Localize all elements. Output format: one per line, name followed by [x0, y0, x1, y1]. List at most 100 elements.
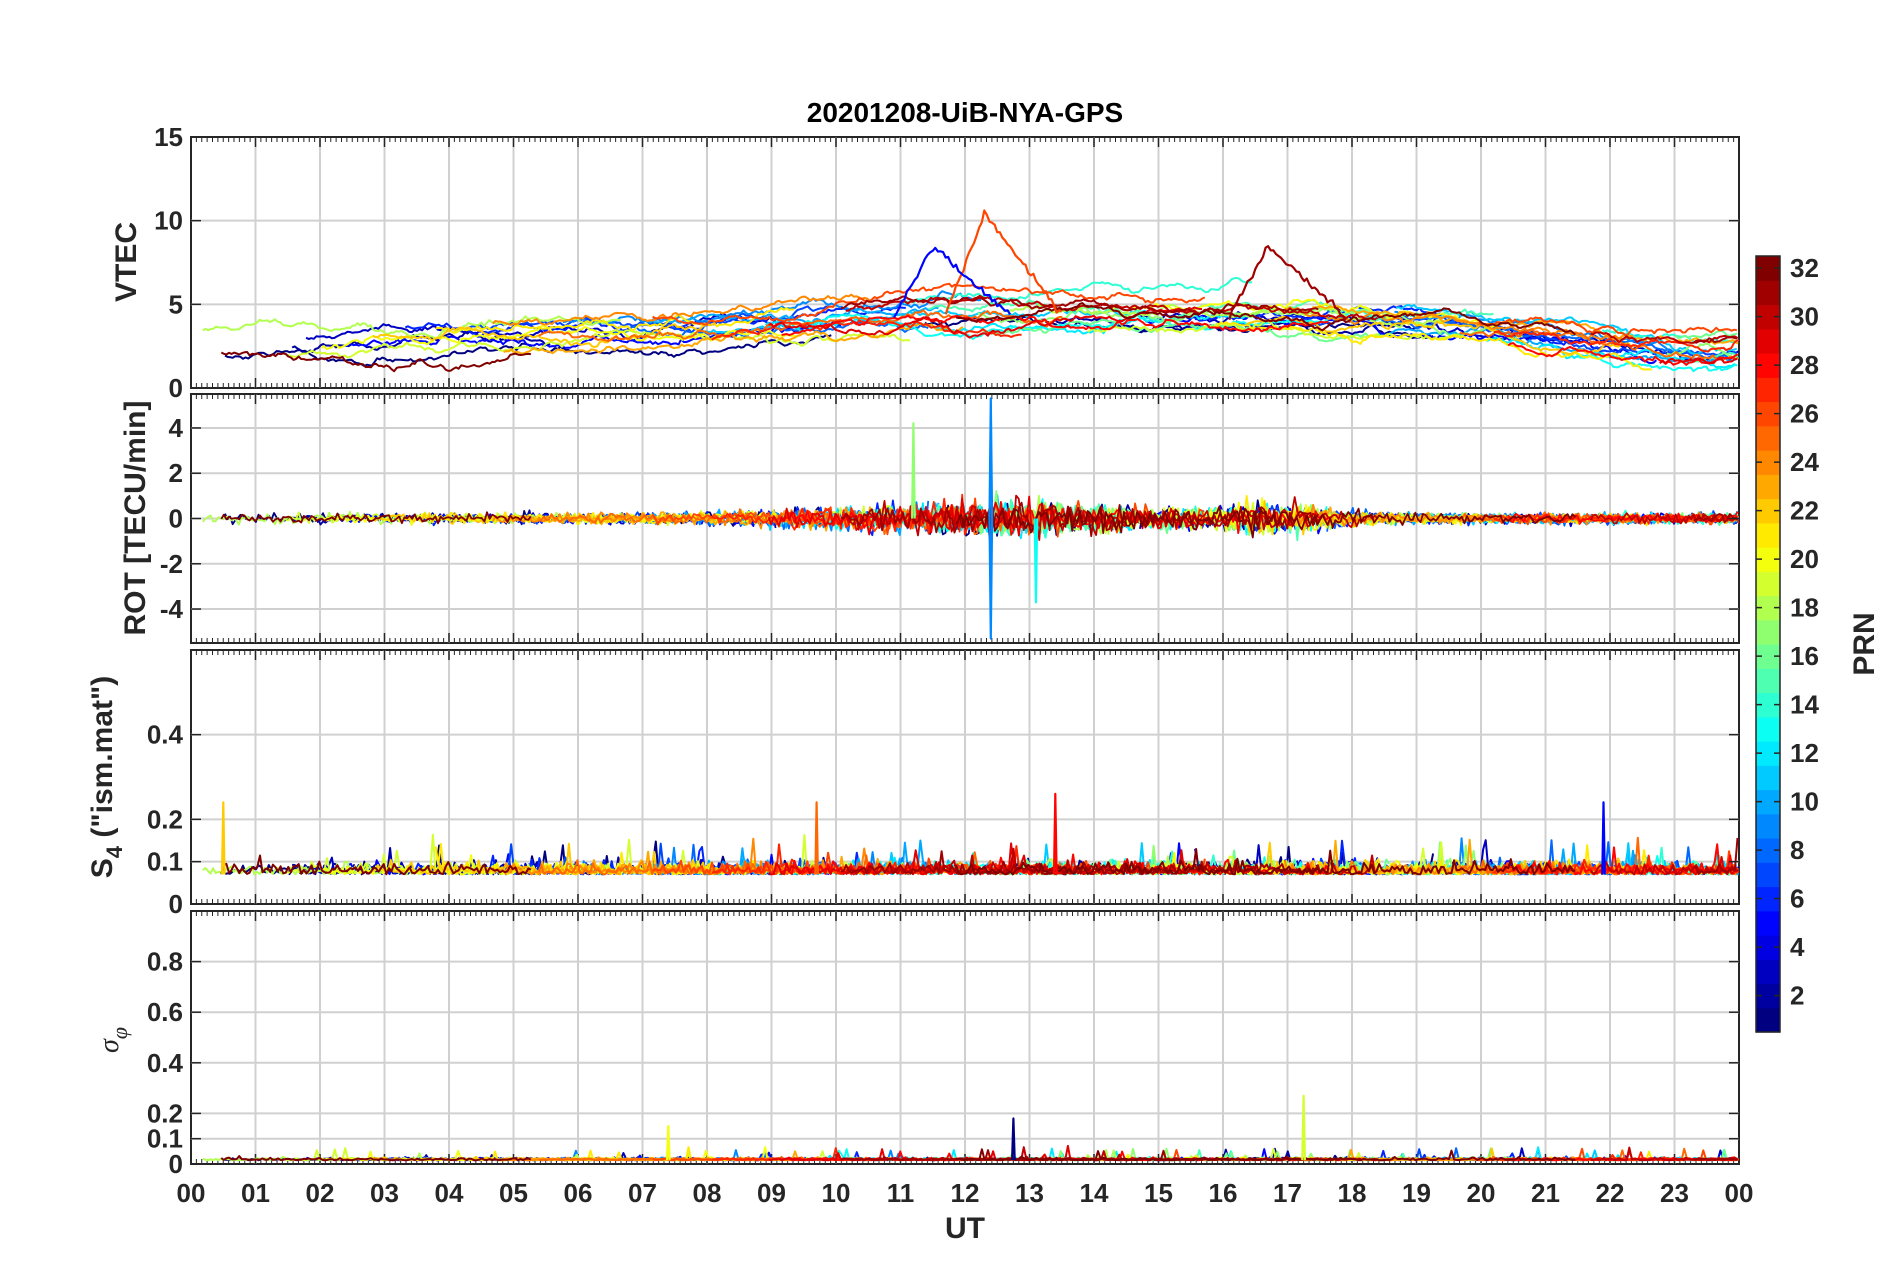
vtec-series-line [652, 282, 1206, 326]
rot-y-tick-label: 0 [169, 504, 183, 534]
colorbar-tick-label: 30 [1790, 302, 1819, 332]
vtec-series-line [903, 276, 1253, 305]
sigphi-grid [190, 911, 1740, 1164]
vtec-feature-line [944, 209, 1063, 315]
colorbar-tick-label: 18 [1790, 593, 1819, 623]
colorbar-cell [1756, 571, 1780, 597]
vtec-y-tick-label: 0 [169, 373, 183, 403]
x-tick-label: 09 [757, 1178, 786, 1208]
sigphi-y-tick-label: 0 [169, 1149, 183, 1179]
rot-feature-line [1033, 518, 1039, 604]
x-tick-label: 00 [1725, 1178, 1754, 1208]
sigphi-y-tick-label: 0.6 [147, 997, 183, 1027]
vtec-grid [190, 137, 1740, 388]
sigphi-series-line [220, 1155, 532, 1162]
x-tick-label: 07 [628, 1178, 657, 1208]
colorbar-tick-label: 22 [1790, 496, 1819, 526]
x-tick-label: 19 [1402, 1178, 1431, 1208]
colorbar-tick-label: 6 [1790, 884, 1804, 914]
rot-panel: -4 -2 0 2 4 ROT [TECU/min] [119, 393, 1740, 644]
vtec-panel: 0 5 10 15 VTEC [110, 122, 1740, 403]
colorbar-tick-label: 2 [1790, 981, 1804, 1011]
s4-feature-line [1601, 801, 1606, 875]
colorbar-tick-label: 26 [1790, 399, 1819, 429]
s4-label-sub: 4 [102, 845, 127, 858]
colorbar-cell [1756, 716, 1780, 742]
colorbar-cells [1756, 256, 1780, 1033]
vtec-y-ticks: 0 5 10 15 [154, 122, 1739, 403]
sigphi-panel: 00.10.2 0.4 0.6 0.8 σφ [94, 910, 1740, 1179]
x-tick-label: 02 [306, 1178, 335, 1208]
s4-y-tick-label: 0.2 [147, 804, 183, 834]
sigphi-y-tick-label: 0.4 [147, 1048, 184, 1078]
s4-y-axis-label: S4 ("ism.mat") [86, 676, 127, 878]
vtec-series-line [768, 306, 1203, 339]
vtec-series-line [1459, 328, 1739, 361]
sigphi-y-ticks: 00.10.2 0.4 0.6 0.8 [147, 947, 1739, 1179]
vtec-series-line [1478, 316, 1738, 337]
rot-feature-line [911, 422, 916, 519]
colorbar-cell [1756, 619, 1780, 645]
vtec-series-line [924, 315, 1434, 339]
colorbar-tick-label: 20 [1790, 544, 1819, 574]
rot-y-tick-label: -2 [160, 549, 183, 579]
vtec-series-line [845, 294, 1378, 321]
s4-label-main: S [86, 858, 119, 878]
s4-y-tick-label: 0.4 [147, 720, 184, 750]
x-tick-label: 03 [370, 1178, 399, 1208]
s4-feature-line [1052, 792, 1058, 875]
x-tick-label: 12 [951, 1178, 980, 1208]
colorbar-cell [1756, 425, 1780, 451]
vtec-series-line [1590, 331, 1739, 344]
sigphi-series-line [1693, 1157, 1738, 1161]
s4-y-tick-label: 0.1 [147, 847, 183, 877]
vtec-series-line [202, 315, 621, 340]
x-tick-label: 04 [435, 1178, 464, 1208]
x-tick-label: 11 [887, 1178, 915, 1208]
colorbar-tick-label: 14 [1790, 690, 1819, 720]
vtec-series-line [435, 306, 795, 334]
colorbar-tick-label: 10 [1790, 787, 1819, 817]
x-tick-label: 18 [1338, 1178, 1367, 1208]
vtec-series-line [285, 329, 911, 359]
s4-series-line [955, 848, 1576, 876]
vtec-series-line [1493, 330, 1739, 353]
x-tick-label: 21 [1531, 1178, 1560, 1208]
rot-y-ticks: -4 -2 0 2 4 [160, 413, 1739, 624]
rot-feature-line [988, 397, 994, 519]
sigphi-feature-line [1301, 1094, 1306, 1161]
rot-y-axis-label: ROT [TECU/min] [119, 401, 152, 636]
vtec-y-tick-label: 10 [154, 206, 183, 236]
colorbar-tick-label: 16 [1790, 641, 1819, 671]
x-tick-label: 06 [564, 1178, 593, 1208]
colorbar-cell [1756, 1007, 1780, 1033]
vtec-feature-line [893, 246, 1012, 318]
vtec-series-line [1507, 342, 1739, 366]
x-ticks: 00 01 02 03 04 05 06 07 08 09 10 11 12 13 14 15 16 17 18 19… [177, 1178, 1754, 1208]
s4-series-line [220, 854, 532, 876]
x-tick-label: 00 [177, 1178, 206, 1208]
colorbar-cell [1756, 765, 1780, 791]
s4-lines [202, 792, 1739, 876]
s4-y-ticks: 0 0.1 0.2 0.4 [147, 720, 1739, 919]
colorbar-cell [1756, 377, 1780, 403]
vtec-series-line [372, 323, 717, 348]
s4-feature-line [220, 801, 226, 875]
colorbar-cell [1756, 668, 1780, 694]
vtec-feature-line [1228, 245, 1347, 322]
rot-y-tick-label: 4 [169, 413, 184, 443]
vtec-series-line [1215, 321, 1652, 371]
x-tick-label: 13 [1015, 1178, 1044, 1208]
vtec-series-line [781, 314, 1329, 337]
vtec-series-line [220, 351, 531, 373]
colorbar-tick-label: 24 [1790, 447, 1819, 477]
x-tick-label: 08 [693, 1178, 722, 1208]
colorbar-cell [1756, 328, 1780, 354]
colorbar-tick-label: 32 [1790, 253, 1819, 283]
s4-series-line [1589, 860, 1738, 876]
colorbar-cell [1756, 862, 1780, 888]
x-tick-label: 05 [499, 1178, 528, 1208]
sigphi-feature-line [1011, 1117, 1016, 1161]
sigphi-feature-line [665, 1124, 671, 1161]
